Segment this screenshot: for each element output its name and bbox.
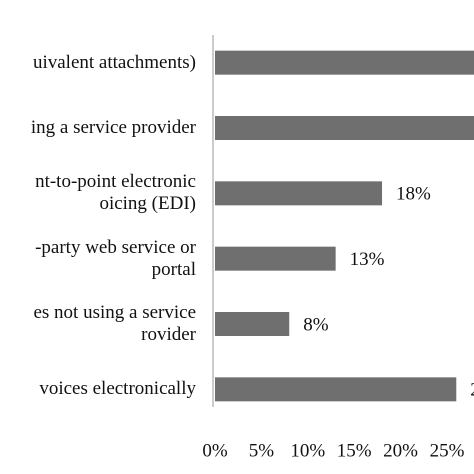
- x-tick-label: 15%: [337, 440, 372, 461]
- bar: [215, 116, 474, 140]
- bar: [215, 377, 457, 402]
- category-label: es not using a service rovider: [33, 302, 196, 345]
- bar: [215, 246, 336, 271]
- x-tick-label: 5%: [249, 440, 275, 461]
- value-label: 26%: [470, 380, 474, 401]
- value-label: 8%: [303, 314, 329, 335]
- x-tick-label: 0%: [202, 440, 228, 461]
- value-label: 13%: [350, 249, 385, 270]
- bar: [215, 312, 290, 336]
- value-label: 18%: [396, 184, 431, 205]
- category-label: voices electronically: [39, 378, 196, 400]
- category-label: uivalent attachments): [32, 51, 196, 73]
- category-label: nt-to-point electronic oicing (EDI): [35, 171, 196, 215]
- bar: [215, 50, 474, 75]
- category-label: ing a service provider: [30, 117, 196, 138]
- x-tick-label: 25%: [430, 440, 465, 461]
- bar: [215, 181, 383, 206]
- x-tick-label: 10%: [290, 440, 325, 461]
- category-label: -party web service or portal: [35, 236, 196, 280]
- x-tick-label: 20%: [383, 440, 418, 461]
